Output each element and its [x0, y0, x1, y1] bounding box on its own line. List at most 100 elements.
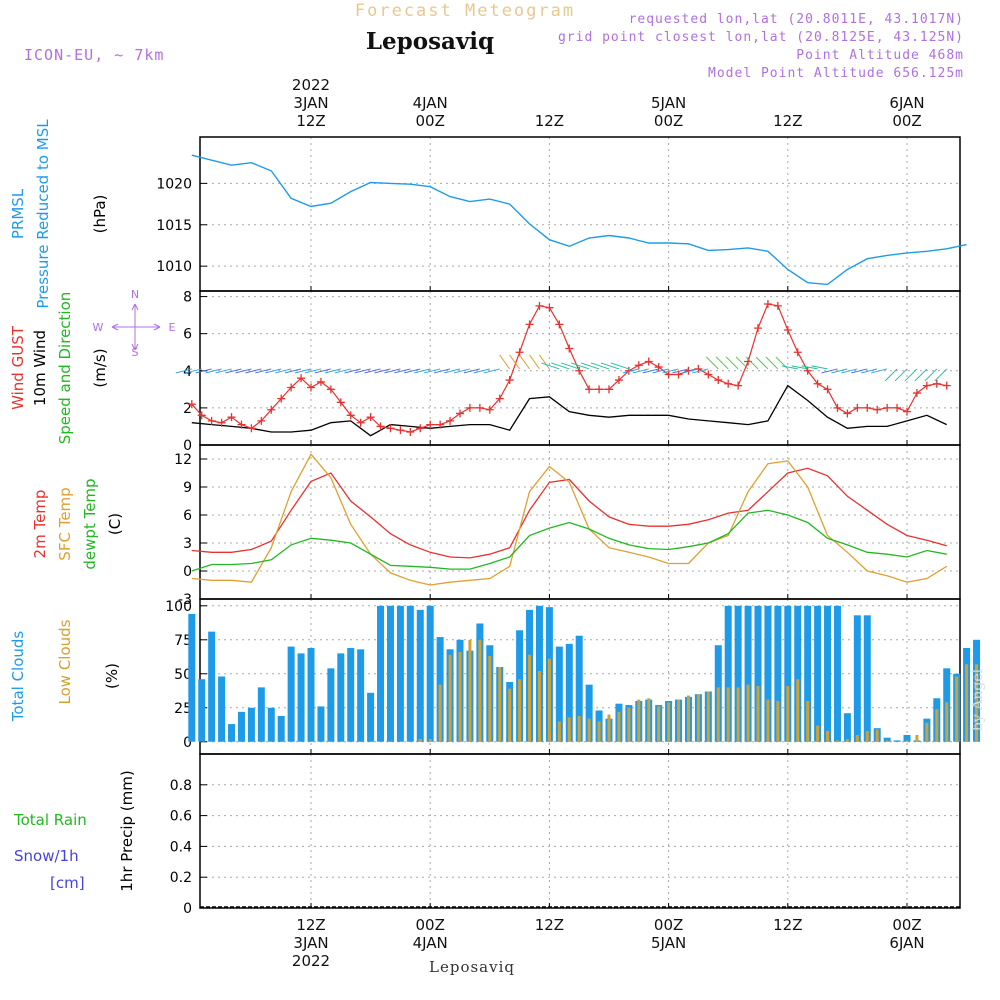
- top-time-label: 6JAN: [889, 94, 924, 112]
- wind-arrow: [374, 368, 391, 374]
- low-cloud-bar: [696, 694, 700, 742]
- y-tick-label: 75: [174, 633, 192, 649]
- total-cloud-bar: [585, 684, 593, 742]
- low-cloud-bar: [935, 709, 939, 742]
- precip-legend-rain: Total Rain: [13, 811, 87, 829]
- total-cloud-bar: [724, 605, 732, 742]
- gust-marker: [187, 400, 196, 409]
- wind-arrow: [424, 368, 441, 374]
- pressure-line: [191, 154, 967, 286]
- top-time-label: 5JAN: [651, 94, 686, 112]
- gust-marker: [823, 385, 832, 394]
- wind-arrow: [884, 368, 898, 382]
- wind-arrow: [904, 368, 918, 382]
- y-tick-label: 0: [183, 438, 192, 454]
- low-cloud-bar: [637, 699, 641, 742]
- y-tick-label: -3: [178, 592, 192, 608]
- wind-arrow: [755, 356, 769, 370]
- wind-arrow: [205, 368, 222, 374]
- total-cloud-bar: [337, 653, 345, 742]
- gust-marker: [336, 398, 345, 407]
- wind-arrow: [765, 356, 779, 370]
- y-tick-label: 1010: [156, 259, 192, 275]
- bottom-time-label: 00Z: [654, 916, 683, 934]
- gust-marker: [644, 357, 653, 366]
- gust-marker: [654, 363, 663, 372]
- grid-point-coords: grid point closest lon,lat (20.8125E, 43…: [558, 30, 964, 45]
- gust-marker: [197, 411, 206, 420]
- low-cloud-bar: [875, 729, 879, 742]
- wind-arrow: [294, 368, 312, 374]
- wind-arrow: [265, 368, 282, 374]
- top-time-label: 00Z: [416, 112, 445, 130]
- panel-side-labels: PRMSL Pressure Reduced to MSL (hPa) Wind GU…: [9, 119, 176, 892]
- low-cloud-bar: [865, 730, 869, 742]
- gust-marker: [436, 420, 445, 429]
- wind-arrow: [934, 368, 948, 382]
- low-cloud-bar: [458, 652, 462, 742]
- total-cloud-bar: [575, 635, 583, 742]
- gust-marker: [932, 379, 941, 388]
- wind-arrow: [414, 368, 431, 374]
- wind-arrow: [235, 368, 252, 374]
- total-cloud-bar: [307, 647, 315, 742]
- bottom-time-label: 12Z: [296, 916, 325, 934]
- low-cloud-bar: [726, 687, 730, 742]
- low-cloud-bar: [418, 739, 422, 742]
- bottom-time-label: 5JAN: [651, 934, 686, 952]
- wind-arrow: [735, 356, 749, 370]
- y-tick-label: 1020: [156, 176, 192, 192]
- precip-legend-unit: [cm]: [50, 874, 85, 892]
- wind-arrow: [841, 368, 858, 374]
- total-cloud-bar: [883, 737, 891, 742]
- total-cloud-bar: [386, 605, 394, 742]
- wind-arrow: [529, 354, 540, 370]
- y-tick-label: 0.4: [170, 839, 192, 855]
- gust-marker: [475, 403, 484, 412]
- y-tick-label: 12: [174, 452, 192, 468]
- wind-arrow: [861, 368, 878, 374]
- wind-arrow: [570, 362, 590, 370]
- wind-arrow: [404, 368, 421, 374]
- bottom-time-label: 00Z: [892, 916, 921, 934]
- low-cloud-bar: [796, 679, 800, 742]
- gust-marker: [704, 370, 713, 379]
- gust-marker: [505, 376, 514, 385]
- wind-arrow: [705, 356, 719, 370]
- gust-marker: [853, 403, 862, 412]
- low-cloud-bar: [845, 739, 849, 742]
- gust-marker: [595, 385, 604, 394]
- gust-marker: [734, 381, 743, 390]
- watermark: by Angel: [970, 668, 986, 731]
- top-time-label: 12Z: [535, 112, 564, 130]
- gust-marker: [217, 418, 226, 427]
- temp2m-line: [191, 467, 947, 559]
- low-cloud-bar: [975, 664, 979, 742]
- pressure-label-prmsl: PRMSL: [9, 188, 27, 239]
- low-cloud-bar: [557, 721, 561, 742]
- wind-arrow: [610, 362, 630, 370]
- y-tick-label: 100: [165, 599, 192, 615]
- gust-marker: [893, 403, 902, 412]
- low-cloud-bar: [736, 687, 740, 742]
- gust-marker: [912, 389, 921, 398]
- clouds-panel: 0 25 50 75 100: [165, 598, 981, 755]
- top-time-label: 12Z: [296, 112, 325, 130]
- compass-west: W: [93, 321, 104, 334]
- gust-marker: [326, 385, 335, 394]
- gust-marker: [446, 416, 455, 425]
- precip-panel: 0 0.2 0.4 0.6 0.8: [170, 753, 961, 917]
- top-time-label: 00Z: [892, 112, 921, 130]
- gust-marker: [545, 303, 554, 312]
- wind-arrow: [551, 362, 570, 370]
- gust-marker: [575, 366, 584, 375]
- y-tick-label: 0: [183, 901, 192, 917]
- total-cloud-bar: [833, 605, 841, 742]
- low-cloud-bar: [766, 699, 770, 742]
- low-cloud-bar: [667, 702, 671, 742]
- low-cloud-bar: [925, 722, 929, 742]
- gust-marker: [396, 426, 405, 435]
- wind-arrow: [632, 368, 649, 374]
- low-cloud-bar: [776, 700, 780, 742]
- wind-arrow: [894, 368, 908, 382]
